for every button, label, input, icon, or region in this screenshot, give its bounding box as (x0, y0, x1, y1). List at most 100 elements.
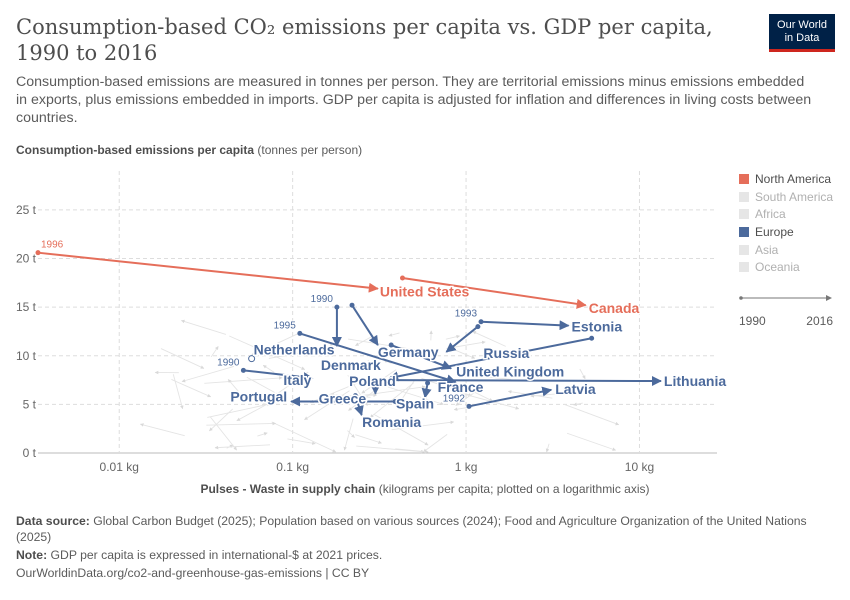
footer: Data source: Global Carbon Budget (2025)… (16, 513, 826, 581)
legend-label: Europe (755, 224, 794, 239)
y-tick-label: 15 t (16, 300, 37, 314)
series-denmark (331, 304, 342, 348)
background-trajectory (209, 416, 238, 451)
background-trajectory (447, 389, 520, 410)
background-trajectory (181, 366, 234, 383)
background-trajectory (206, 421, 277, 426)
series-canada (399, 275, 587, 309)
y-axis-label-bold: Consumption-based emissions per capita (16, 143, 255, 157)
background-trajectory (545, 443, 550, 453)
x-tick-label: 0.01 kg (100, 460, 139, 474)
series-label: France (438, 379, 484, 395)
series-label: Denmark (321, 357, 381, 373)
series-latvia (466, 386, 553, 409)
background-trajectory (268, 348, 318, 359)
trajectory-arrow (354, 395, 364, 417)
background-trajectory (343, 418, 354, 451)
start-year-label: 1990 (311, 294, 334, 305)
legend-item[interactable]: Europe (739, 223, 833, 241)
y-tick-label: 0 t (23, 446, 37, 460)
series-united-kingdom (388, 342, 453, 370)
series-spain (421, 380, 432, 399)
background-trajectory (257, 432, 268, 437)
series-france (297, 330, 457, 385)
chart-title: Consumption-based CO₂ emissions per capi… (16, 15, 713, 65)
start-year-label: 1996 (41, 240, 64, 251)
series-label: Latvia (555, 381, 596, 397)
trajectory-arrow (421, 382, 432, 399)
legend-label: South America (755, 189, 834, 204)
series-label: Romania (362, 414, 421, 430)
legend-label: Oceania (755, 260, 800, 275)
background-trajectory (355, 385, 426, 397)
series-label: Greece (319, 391, 367, 407)
background-trajectory (452, 348, 476, 359)
series-portugal (290, 396, 398, 407)
series-label: Portugal (230, 388, 287, 404)
background-trajectory (329, 343, 333, 357)
logo-line-1: Our World (777, 19, 827, 31)
start-year-label: 1992 (443, 393, 466, 404)
x-tick-label: 0.1 kg (276, 460, 309, 474)
series-label: Italy (283, 372, 311, 388)
y-axis-label: Consumption-based emissions per capita (… (16, 143, 362, 157)
background-trajectory (207, 402, 271, 418)
series-poland (388, 335, 595, 382)
background-trajectory (395, 448, 429, 454)
series-united-states (35, 250, 379, 293)
owid-logo[interactable]: Our World in Data (769, 14, 835, 52)
legend: North America South America Africa Europe As… (739, 170, 833, 276)
note-text: GDP per capita is expressed in internati… (50, 548, 383, 562)
start-year-label: 1995 (274, 320, 297, 331)
background-trajectory (229, 335, 306, 370)
background-trajectory (181, 319, 227, 335)
legend-item[interactable]: North America (739, 170, 833, 188)
x-tick-label: 10 kg (625, 460, 654, 474)
timeline[interactable]: 1990 2016 (739, 290, 833, 328)
note: Note: GDP per capita is expressed in int… (16, 547, 826, 563)
timeline-arrow-icon[interactable] (739, 293, 833, 303)
legend-item[interactable]: South America (739, 188, 833, 206)
source-url[interactable]: OurWorldinData.org/co2-and-greenhouse-ga… (16, 566, 370, 580)
start-year-label: 1990 (217, 357, 240, 368)
background-trajectory (250, 332, 299, 356)
x-tick-label: 1 kg (455, 460, 478, 474)
series-label: United States (380, 284, 470, 300)
background-trajectory (466, 373, 512, 380)
background-trajectory (388, 332, 400, 337)
trajectory-arrow (243, 369, 314, 383)
background-trajectory (445, 334, 460, 340)
series-italy (240, 367, 314, 383)
background-trajectory (214, 444, 271, 450)
series-label: Poland (349, 373, 396, 389)
legend-item[interactable]: Africa (739, 205, 833, 223)
series-label: United Kingdom (456, 363, 564, 379)
data-point (248, 355, 256, 363)
trajectory-arrow (468, 386, 553, 408)
series-netherlands (248, 355, 256, 363)
legend-item[interactable]: Oceania (739, 258, 833, 276)
series-greece (370, 380, 381, 395)
chart-subtitle: Consumption-based emissions are measured… (16, 74, 812, 126)
legend-swatch (739, 173, 749, 184)
x-axis-label: Pulses - Waste in supply chain (kilogram… (0, 482, 850, 496)
legend-swatch (739, 262, 749, 273)
background-trajectory (573, 402, 583, 407)
background-trajectory (236, 399, 275, 422)
logo-line-2: in Data (784, 32, 820, 44)
source-text: Global Carbon Budget (2025); Population … (16, 514, 807, 544)
legend-label: Africa (755, 207, 786, 222)
background-trajectory (227, 379, 241, 394)
legend-swatch (739, 226, 749, 237)
background-trajectory (172, 374, 184, 410)
series-romania (352, 393, 364, 417)
background-trajectory (204, 376, 283, 384)
x-axis-label-unit: (kilograms per capita; plotted on a loga… (378, 482, 650, 496)
background-trajectory (139, 423, 185, 437)
background-trajectory (287, 438, 316, 445)
legend-item[interactable]: Asia (739, 241, 833, 259)
background-trajectory (246, 376, 288, 400)
legend-swatch (739, 209, 749, 220)
trajectory-arrow (299, 332, 457, 385)
